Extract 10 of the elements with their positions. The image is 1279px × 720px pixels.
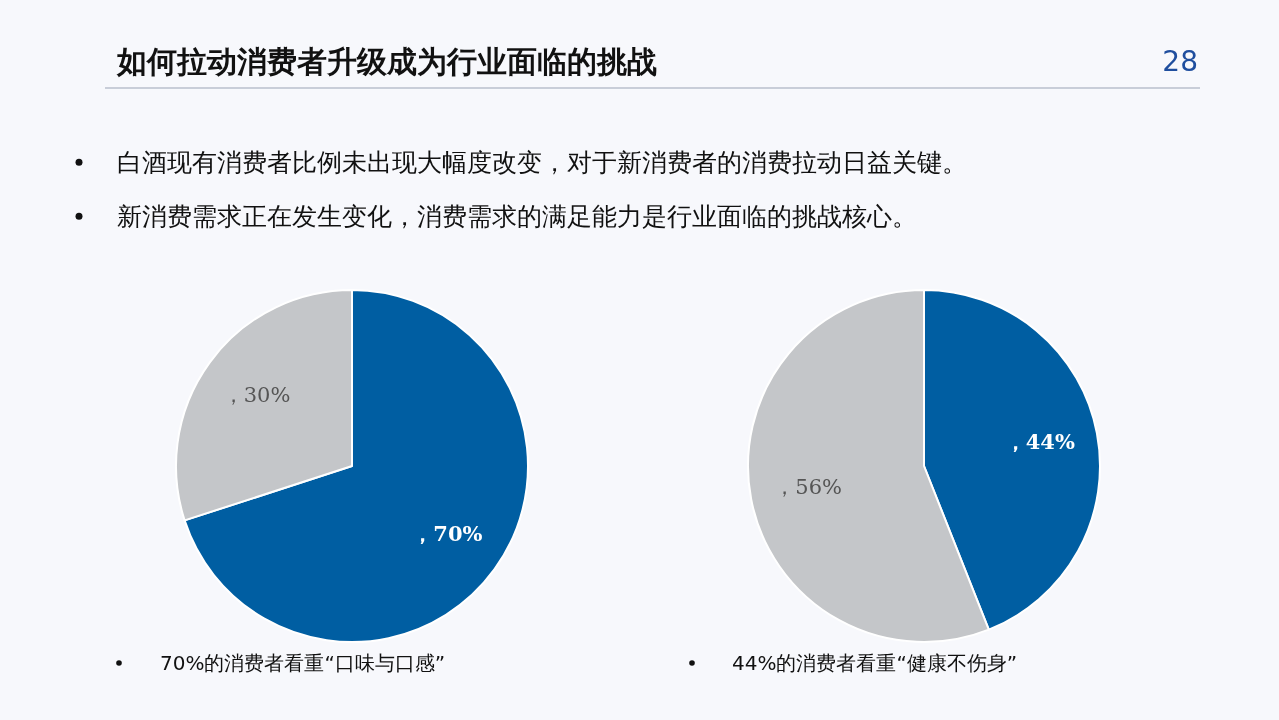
- chart-title: 如何拉动消费者升级成为行业面临的挑战: [116, 44, 657, 79]
- data-label: ，70%: [412, 520, 483, 546]
- text: 44%的消费者看重“健康不伤身”: [732, 651, 1018, 675]
- text: 70%的消费者看重“口味与口感”: [160, 651, 446, 675]
- data-label: ，44%: [1004, 429, 1075, 455]
- text: 28: [1162, 45, 1198, 78]
- text: 新消费需求正在发生变化，消费需求的满足能力是行业面临的挑战核心。: [117, 202, 917, 231]
- data-label: ，56%: [774, 474, 843, 499]
- data-label: ，30%: [222, 383, 291, 408]
- text: 白酒现有消费者比例未出现大幅度改变，对于新消费者的消费拉动日益关键。: [117, 148, 967, 177]
